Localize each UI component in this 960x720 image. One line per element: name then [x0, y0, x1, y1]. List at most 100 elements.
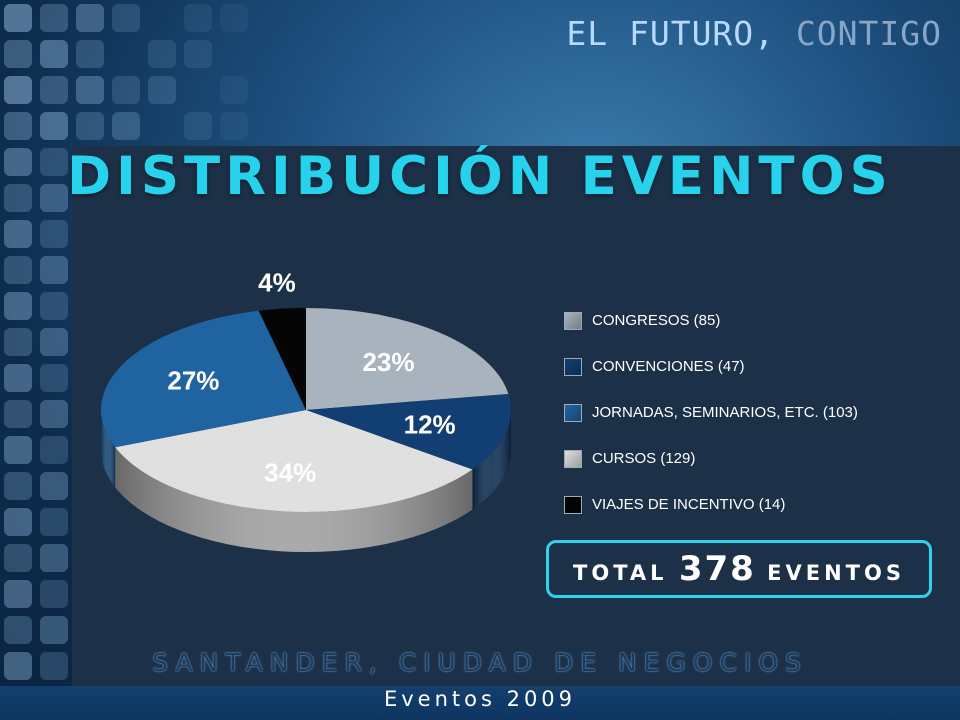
decorative-tile: [4, 364, 32, 392]
pie-slice: [306, 308, 509, 410]
page-title: DISTRIBUCIÓN EVENTOS: [67, 146, 893, 207]
decorative-tile: [40, 292, 68, 320]
legend: CONGRESOS (85) CONVENCIONES (47) JORNADAS,…: [564, 308, 944, 538]
decorative-tile: [40, 544, 68, 572]
decorative-tile: [76, 40, 104, 68]
legend-swatch: [564, 312, 582, 330]
decorative-tile: [4, 40, 32, 68]
legend-label: CONVENCIONES (47): [592, 358, 745, 375]
decorative-tile: [4, 220, 32, 248]
decorative-tile: [4, 184, 32, 212]
decorative-tile: [220, 4, 248, 32]
decorative-tile: [40, 184, 68, 212]
tagline-comma: ,: [754, 14, 776, 53]
decorative-tile: [112, 4, 140, 32]
legend-item: CONVENCIONES (47): [564, 354, 944, 400]
legend-label: VIAJES DE INCENTIVO (14): [592, 496, 786, 513]
decorative-tile: [40, 652, 68, 680]
decorative-tile: [40, 256, 68, 284]
decorative-tile: [40, 400, 68, 428]
decorative-tile: [184, 4, 212, 32]
decorative-tile: [4, 256, 32, 284]
decorative-tile: [4, 4, 32, 32]
decorative-tile: [112, 76, 140, 104]
slice-label: 23%: [362, 347, 414, 377]
pie-labels: 23% 12% 34% 27% 4%: [167, 267, 455, 487]
decorative-tile: [40, 472, 68, 500]
slice-label: 34%: [264, 458, 316, 488]
decorative-tile: [40, 4, 68, 32]
decorative-tile: [4, 112, 32, 140]
decorative-tile: [4, 652, 32, 680]
pie-side-shading: [101, 410, 116, 488]
bottom-strip: [0, 686, 960, 720]
decorative-tile: [4, 436, 32, 464]
decorative-tile: [40, 508, 68, 536]
pie-chart: 23% 12% 34% 27% 4%: [101, 267, 511, 552]
legend-label: CONGRESOS (85): [592, 312, 721, 329]
decorative-tile: [40, 76, 68, 104]
legend-swatch: [564, 358, 582, 376]
tagline-accent: CONTIGO: [795, 14, 942, 53]
legend-label: CURSOS (129): [592, 450, 696, 467]
pie-side-shading: [472, 410, 511, 510]
pie-slice: [258, 308, 306, 410]
decorative-tile: [4, 400, 32, 428]
decorative-tile: [4, 616, 32, 644]
decorative-tile: [76, 4, 104, 32]
decorative-tile: [40, 436, 68, 464]
footer-subtitle: Eventos 2009: [383, 687, 577, 711]
pie-slice: [101, 310, 306, 448]
decorative-tile: [4, 472, 32, 500]
legend-swatch: [564, 404, 582, 422]
decorative-tile: [4, 580, 32, 608]
decorative-tile: [4, 328, 32, 356]
decorative-tile: [40, 40, 68, 68]
tagline: EL FUTURO, CONTIGO: [566, 14, 942, 53]
pie-tops: [101, 308, 511, 512]
decorative-tile: [40, 580, 68, 608]
total-suffix: EVENTOS: [767, 561, 905, 585]
legend-item: VIAJES DE INCENTIVO (14): [564, 492, 944, 538]
decorative-tile: [40, 328, 68, 356]
total-prefix: TOTAL: [573, 561, 668, 585]
decorative-tile: [40, 220, 68, 248]
decorative-tile: [40, 148, 68, 176]
slice-label: 27%: [167, 366, 219, 396]
footer-line: SANTANDER, CIUDAD DE NEGOCIOS: [152, 648, 808, 677]
legend-swatch: [564, 450, 582, 468]
decorative-tile: [148, 76, 176, 104]
decorative-tile: [184, 40, 212, 68]
decorative-tile: [148, 40, 176, 68]
total-box: TOTAL 378 EVENTOS: [546, 540, 932, 598]
slice-label: 12%: [404, 410, 456, 440]
decorative-tile: [220, 76, 248, 104]
decorative-tile: [76, 76, 104, 104]
decorative-tile: [112, 112, 140, 140]
legend-item: CURSOS (129): [564, 446, 944, 492]
total-text: TOTAL 378 EVENTOS: [573, 549, 905, 589]
decorative-tile: [4, 544, 32, 572]
legend-item: JORNADAS, SEMINARIOS, ETC. (103): [564, 400, 944, 446]
legend-item: CONGRESOS (85): [564, 308, 944, 354]
decorative-tile: [4, 508, 32, 536]
slice-label: 4%: [258, 267, 296, 297]
decorative-tile: [4, 148, 32, 176]
decorative-tile: [4, 292, 32, 320]
decorative-tile: [40, 364, 68, 392]
decorative-tile: [4, 76, 32, 104]
decorative-tile: [184, 112, 212, 140]
decorative-tile: [220, 112, 248, 140]
tagline-main: EL FUTURO: [566, 14, 755, 53]
decorative-tile: [76, 112, 104, 140]
decorative-tile: [40, 112, 68, 140]
decorative-tile: [40, 616, 68, 644]
pie-side-shading: [115, 447, 473, 552]
pie-slice: [115, 410, 473, 512]
pie-slice: [306, 393, 511, 470]
total-number: 378: [678, 549, 756, 589]
legend-label: JORNADAS, SEMINARIOS, ETC. (103): [592, 404, 858, 421]
pie-sides: [101, 410, 511, 552]
legend-swatch: [564, 496, 582, 514]
